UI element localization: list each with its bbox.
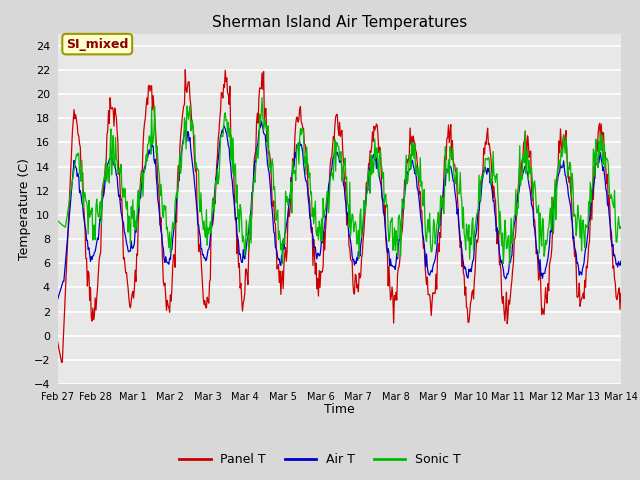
Sonic T xyxy=(258,95,266,100)
Air T xyxy=(54,297,61,302)
Panel T xyxy=(426,291,433,297)
Air T xyxy=(209,215,216,221)
Panel T xyxy=(65,216,72,222)
Panel T xyxy=(58,360,65,365)
Legend: Panel T, Air T, Sonic T: Panel T, Air T, Sonic T xyxy=(174,448,466,471)
Panel T xyxy=(617,290,625,296)
Sonic T xyxy=(64,208,72,214)
Title: Sherman Island Air Temperatures: Sherman Island Air Temperatures xyxy=(212,15,467,30)
Panel T xyxy=(123,270,131,276)
X-axis label: Time: Time xyxy=(324,403,355,416)
Air T xyxy=(64,232,72,238)
Sonic T xyxy=(54,218,61,224)
Panel T xyxy=(410,133,417,139)
Air T xyxy=(179,139,187,144)
Line: Sonic T: Sonic T xyxy=(58,97,621,264)
Line: Air T: Air T xyxy=(58,121,621,300)
Sonic T xyxy=(506,262,513,267)
Text: SI_mixed: SI_mixed xyxy=(66,37,129,50)
Sonic T xyxy=(122,203,129,208)
Panel T xyxy=(181,67,189,72)
Air T xyxy=(617,258,625,264)
Air T xyxy=(122,235,129,241)
Sonic T xyxy=(179,142,187,147)
Sonic T xyxy=(617,224,625,229)
Air T xyxy=(425,272,433,277)
Y-axis label: Temperature (C): Temperature (C) xyxy=(18,158,31,260)
Air T xyxy=(257,119,265,124)
Air T xyxy=(408,157,416,163)
Line: Panel T: Panel T xyxy=(58,70,621,362)
Panel T xyxy=(180,103,188,109)
Panel T xyxy=(54,339,61,345)
Panel T xyxy=(211,195,218,201)
Sonic T xyxy=(209,195,216,201)
Sonic T xyxy=(408,153,416,159)
Sonic T xyxy=(425,229,433,235)
